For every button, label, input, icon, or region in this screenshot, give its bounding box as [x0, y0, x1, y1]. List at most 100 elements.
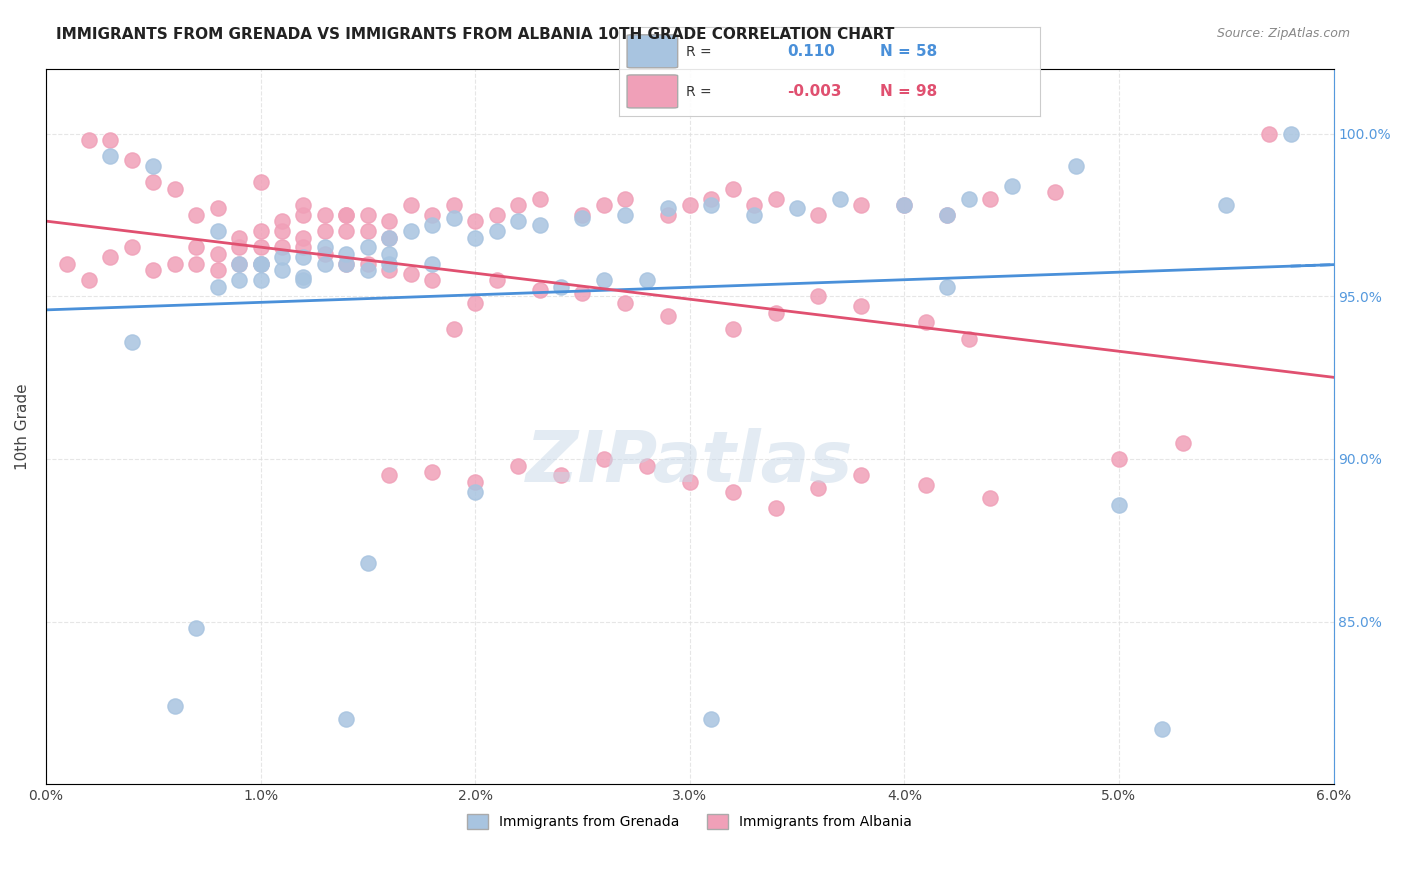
- Point: [721, 322, 744, 336]
- Point: [292, 269, 315, 284]
- Point: [163, 182, 186, 196]
- Point: [163, 257, 186, 271]
- Point: [314, 247, 336, 261]
- Text: N = 98: N = 98: [880, 85, 938, 99]
- Point: [77, 273, 100, 287]
- FancyBboxPatch shape: [627, 75, 678, 108]
- Point: [828, 192, 851, 206]
- Point: [1108, 452, 1130, 467]
- Point: [420, 208, 443, 222]
- Point: [98, 149, 121, 163]
- Point: [1043, 185, 1066, 199]
- Point: [249, 257, 271, 271]
- Text: 0.110: 0.110: [787, 45, 835, 59]
- Point: [314, 224, 336, 238]
- Point: [1279, 127, 1302, 141]
- Point: [636, 273, 658, 287]
- Point: [163, 699, 186, 714]
- Text: R =: R =: [686, 85, 711, 99]
- Point: [378, 231, 401, 245]
- Point: [742, 208, 765, 222]
- Point: [378, 263, 401, 277]
- Point: [420, 273, 443, 287]
- Point: [249, 257, 271, 271]
- Point: [1258, 127, 1281, 141]
- Point: [529, 192, 551, 206]
- Point: [335, 208, 357, 222]
- Point: [700, 198, 723, 212]
- Point: [464, 231, 486, 245]
- Point: [851, 198, 873, 212]
- Point: [249, 224, 271, 238]
- Point: [314, 240, 336, 254]
- Point: [228, 257, 250, 271]
- Point: [485, 208, 508, 222]
- Point: [399, 224, 422, 238]
- Point: [121, 240, 143, 254]
- Point: [186, 257, 208, 271]
- Point: [464, 484, 486, 499]
- Point: [121, 153, 143, 167]
- Text: ZIPatlas: ZIPatlas: [526, 428, 853, 497]
- Point: [228, 240, 250, 254]
- Point: [807, 289, 830, 303]
- Point: [593, 273, 616, 287]
- Point: [420, 257, 443, 271]
- Point: [271, 240, 294, 254]
- Point: [292, 231, 315, 245]
- Point: [357, 263, 380, 277]
- Point: [721, 484, 744, 499]
- Point: [292, 208, 315, 222]
- Point: [399, 198, 422, 212]
- Point: [1108, 498, 1130, 512]
- Point: [742, 198, 765, 212]
- Point: [765, 192, 787, 206]
- Point: [292, 240, 315, 254]
- Point: [550, 279, 572, 293]
- Point: [593, 452, 616, 467]
- Point: [378, 468, 401, 483]
- Point: [207, 202, 229, 216]
- FancyBboxPatch shape: [627, 35, 678, 68]
- Point: [807, 208, 830, 222]
- Point: [893, 198, 915, 212]
- Point: [186, 240, 208, 254]
- Point: [506, 458, 529, 473]
- Point: [807, 481, 830, 495]
- Point: [271, 263, 294, 277]
- Point: [936, 208, 959, 222]
- Point: [765, 305, 787, 319]
- Point: [228, 257, 250, 271]
- Point: [357, 257, 380, 271]
- Point: [529, 218, 551, 232]
- Point: [207, 247, 229, 261]
- Point: [443, 211, 465, 226]
- Point: [957, 332, 980, 346]
- Point: [77, 133, 100, 147]
- Point: [335, 257, 357, 271]
- Point: [636, 458, 658, 473]
- Point: [186, 621, 208, 635]
- Text: IMMIGRANTS FROM GRENADA VS IMMIGRANTS FROM ALBANIA 10TH GRADE CORRELATION CHART: IMMIGRANTS FROM GRENADA VS IMMIGRANTS FR…: [56, 27, 894, 42]
- Point: [98, 133, 121, 147]
- Point: [378, 247, 401, 261]
- Point: [1173, 435, 1195, 450]
- Point: [292, 198, 315, 212]
- Point: [657, 202, 679, 216]
- Point: [786, 202, 808, 216]
- Point: [914, 478, 936, 492]
- Point: [657, 309, 679, 323]
- Point: [614, 208, 637, 222]
- Point: [207, 263, 229, 277]
- Point: [914, 315, 936, 329]
- Point: [335, 712, 357, 726]
- Point: [249, 257, 271, 271]
- Point: [335, 257, 357, 271]
- Point: [614, 192, 637, 206]
- Point: [56, 257, 79, 271]
- Point: [378, 257, 401, 271]
- Point: [957, 192, 980, 206]
- Point: [464, 475, 486, 489]
- Point: [249, 273, 271, 287]
- Point: [98, 250, 121, 264]
